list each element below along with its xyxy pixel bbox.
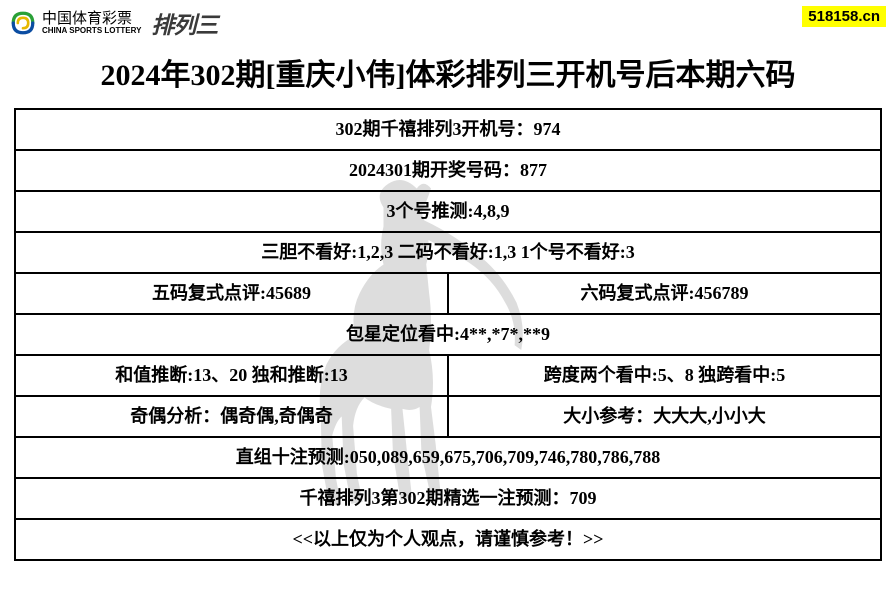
prediction-table: 302期千禧排列3开机号：974 2024301期开奖号码：877 3个号推测:… bbox=[14, 108, 882, 561]
row-baoxing: 包星定位看中:4**,*7*,**9 bbox=[15, 314, 881, 355]
logo-cn-text: 中国体育彩票 bbox=[42, 11, 141, 27]
page-title: 2024年302期[重庆小伟]体彩排列三开机号后本期六码 bbox=[0, 42, 896, 108]
logo-block: 中国体育彩票 CHINA SPORTS LOTTERY 排列三 bbox=[10, 6, 217, 40]
cell-daxiao: 大小参考：大大大,小小大 bbox=[448, 396, 881, 437]
logo-en-text: CHINA SPORTS LOTTERY bbox=[42, 27, 141, 35]
brand-pailiesan: 排列三 bbox=[151, 6, 217, 40]
row-zhizu: 直组十注预测:050,089,659,675,706,709,746,780,7… bbox=[15, 437, 881, 478]
header: 中国体育彩票 CHINA SPORTS LOTTERY 排列三 518158.c… bbox=[0, 0, 896, 42]
cell-liuma: 六码复式点评:456789 bbox=[448, 273, 881, 314]
row-kaijiang: 2024301期开奖号码：877 bbox=[15, 150, 881, 191]
cell-kuadu: 跨度两个看中:5、8 独跨看中:5 bbox=[448, 355, 881, 396]
lottery-logo-icon bbox=[10, 10, 36, 36]
row-disclaimer: <<以上仅为个人观点，请谨慎参考！>> bbox=[15, 519, 881, 560]
row-sandan: 三胆不看好:1,2,3 二码不看好:1,3 1个号不看好:3 bbox=[15, 232, 881, 273]
cell-wuma: 五码复式点评:45689 bbox=[15, 273, 448, 314]
site-badge: 518158.cn bbox=[802, 6, 886, 27]
cell-hezhi: 和值推断:13、20 独和推断:13 bbox=[15, 355, 448, 396]
cell-jiou: 奇偶分析：偶奇偶,奇偶奇 bbox=[15, 396, 448, 437]
row-kaiji: 302期千禧排列3开机号：974 bbox=[15, 109, 881, 150]
row-3num: 3个号推测:4,8,9 bbox=[15, 191, 881, 232]
row-jingxuan: 千禧排列3第302期精选一注预测：709 bbox=[15, 478, 881, 519]
